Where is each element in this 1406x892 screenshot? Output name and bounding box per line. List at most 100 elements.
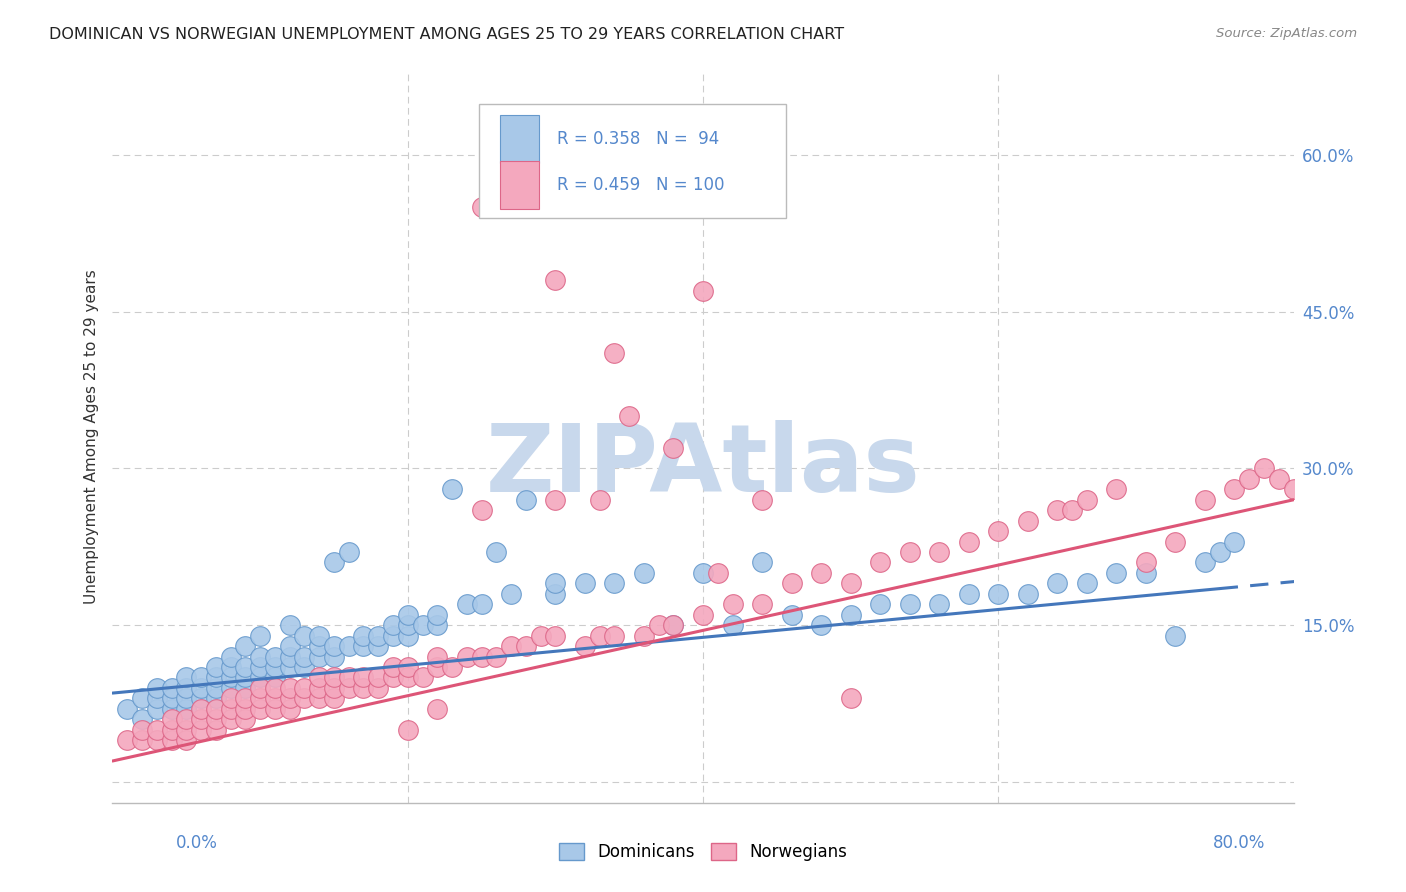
Point: [515, 639, 537, 653]
Point: [264, 691, 287, 706]
Point: [190, 681, 212, 695]
Point: [249, 660, 271, 674]
Point: [174, 681, 197, 695]
Point: [382, 629, 405, 643]
Point: [233, 691, 256, 706]
Point: [411, 670, 433, 684]
Point: [131, 733, 153, 747]
Point: [957, 587, 980, 601]
Point: [160, 691, 183, 706]
Point: [1282, 483, 1305, 497]
Point: [233, 670, 256, 684]
Point: [1208, 545, 1232, 559]
Point: [264, 681, 287, 695]
Point: [1046, 576, 1069, 591]
Point: [292, 691, 315, 706]
Point: [426, 660, 449, 674]
Point: [190, 691, 212, 706]
Point: [515, 492, 537, 507]
Point: [131, 723, 153, 737]
Point: [233, 681, 256, 695]
Point: [692, 607, 714, 622]
Point: [308, 691, 330, 706]
Point: [382, 618, 405, 632]
Point: [352, 681, 374, 695]
Point: [308, 639, 330, 653]
Point: [456, 649, 478, 664]
Point: [278, 691, 301, 706]
Point: [233, 702, 256, 716]
Point: [1076, 576, 1098, 591]
Point: [574, 576, 596, 591]
Point: [323, 649, 346, 664]
Point: [174, 712, 197, 726]
Point: [352, 639, 374, 653]
Point: [337, 545, 360, 559]
Point: [1164, 629, 1187, 643]
Point: [1164, 534, 1187, 549]
Point: [160, 681, 183, 695]
Point: [470, 503, 494, 517]
Point: [367, 681, 389, 695]
Point: [278, 618, 301, 632]
Point: [501, 587, 523, 601]
Bar: [478, 104, 786, 218]
Point: [264, 660, 287, 674]
Point: [574, 639, 596, 653]
Point: [1194, 492, 1216, 507]
Point: [692, 566, 714, 580]
Point: [780, 576, 803, 591]
Point: [174, 723, 197, 737]
Point: [544, 587, 567, 601]
Point: [470, 200, 494, 214]
Point: [308, 629, 330, 643]
Text: Source: ZipAtlas.com: Source: ZipAtlas.com: [1216, 27, 1357, 40]
Point: [603, 576, 626, 591]
Point: [396, 723, 419, 737]
Point: [219, 660, 242, 674]
Point: [662, 127, 685, 141]
Point: [647, 618, 671, 632]
Point: [337, 681, 360, 695]
Point: [146, 702, 169, 716]
Point: [1046, 503, 1069, 517]
Point: [1223, 534, 1246, 549]
Point: [219, 649, 242, 664]
Point: [1105, 483, 1128, 497]
Point: [898, 545, 921, 559]
Point: [146, 681, 169, 695]
Point: [780, 607, 803, 622]
Point: [233, 712, 256, 726]
Point: [1268, 472, 1291, 486]
Point: [205, 723, 228, 737]
Point: [174, 691, 197, 706]
Point: [426, 649, 449, 664]
Point: [323, 556, 346, 570]
Point: [190, 712, 212, 726]
Point: [160, 702, 183, 716]
Point: [588, 492, 610, 507]
Point: [292, 649, 315, 664]
Point: [352, 629, 374, 643]
Point: [751, 556, 773, 570]
Point: [721, 597, 744, 611]
Point: [1076, 492, 1098, 507]
Point: [1105, 566, 1128, 580]
Point: [633, 629, 655, 643]
Point: [721, 618, 744, 632]
Point: [470, 649, 494, 664]
Point: [426, 702, 449, 716]
Point: [219, 681, 242, 695]
Point: [470, 597, 494, 611]
Point: [205, 681, 228, 695]
Point: [323, 670, 346, 684]
Point: [146, 723, 169, 737]
Point: [662, 618, 685, 632]
Point: [117, 733, 138, 747]
Point: [160, 723, 183, 737]
Point: [751, 597, 773, 611]
Point: [603, 629, 626, 643]
Point: [1194, 556, 1216, 570]
Point: [233, 639, 256, 653]
Point: [456, 597, 478, 611]
